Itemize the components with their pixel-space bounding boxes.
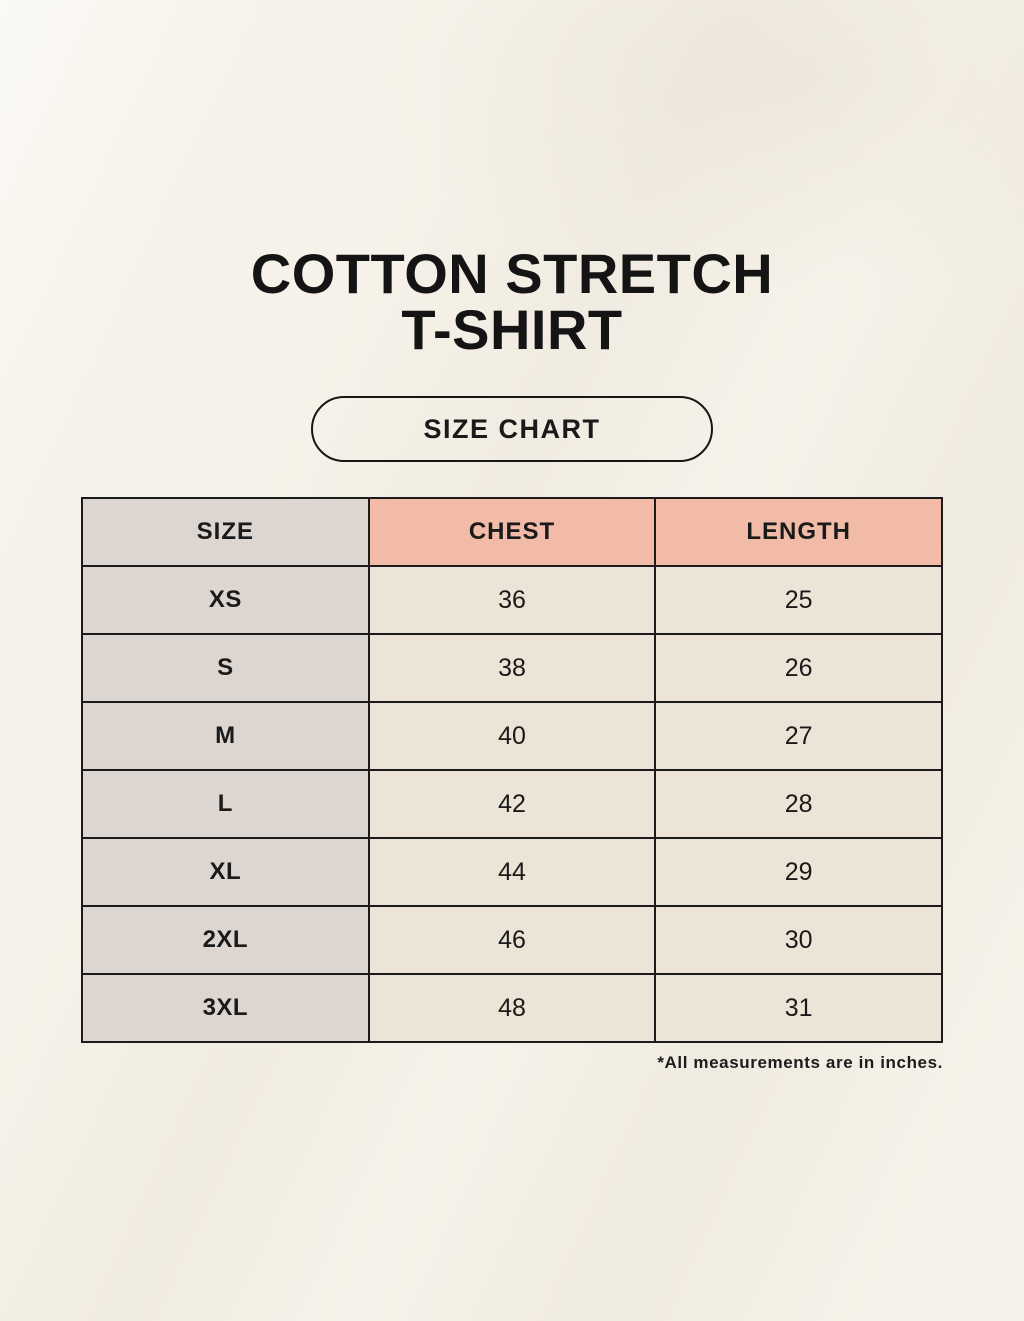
table-row-l: L 42 28 [81, 769, 943, 839]
table-row-xs: XS 36 25 [81, 565, 943, 635]
size-cell: XS [81, 565, 370, 635]
column-header-chest: CHEST [367, 497, 657, 567]
size-cell: S [81, 633, 370, 703]
size-cell: 3XL [81, 973, 370, 1043]
size-chart-badge[interactable]: SIZE CHART [311, 396, 713, 462]
table-row-xl: XL 44 29 [81, 837, 943, 907]
table-row-s: S 38 26 [81, 633, 943, 703]
chest-cell: 42 [367, 769, 657, 839]
length-cell: 28 [654, 769, 943, 839]
chest-cell: 44 [367, 837, 657, 907]
length-cell: 26 [654, 633, 943, 703]
table-row-2xl: 2XL 46 30 [81, 905, 943, 975]
length-cell: 31 [654, 973, 943, 1043]
chest-cell: 40 [367, 701, 657, 771]
length-cell: 30 [654, 905, 943, 975]
chest-cell: 48 [367, 973, 657, 1043]
table-header-row: SIZE CHEST LENGTH [81, 497, 943, 567]
length-cell: 25 [654, 565, 943, 635]
length-cell: 29 [654, 837, 943, 907]
size-cell: 2XL [81, 905, 370, 975]
chest-cell: 46 [367, 905, 657, 975]
column-header-length: LENGTH [654, 497, 943, 567]
chest-cell: 38 [367, 633, 657, 703]
table-row-m: M 40 27 [81, 701, 943, 771]
column-header-size: SIZE [81, 497, 370, 567]
size-chart-badge-label: SIZE CHART [423, 413, 601, 444]
length-cell: 27 [654, 701, 943, 771]
table-row-3xl: 3XL 48 31 [81, 973, 943, 1043]
page-title-line-2: T-SHIRT [401, 298, 623, 361]
page-title: COTTON STRETCH T-SHIRT [0, 0, 1024, 358]
page-title-line-1: COTTON STRETCH [250, 242, 774, 305]
chest-cell: 36 [367, 565, 657, 635]
size-cell: L [81, 769, 370, 839]
measurements-footnote: *All measurements are in inches. [657, 1053, 943, 1072]
size-table: SIZE CHEST LENGTH XS 36 25 S 38 26 M 40 … [81, 497, 943, 1043]
size-cell: XL [81, 837, 370, 907]
size-cell: M [81, 701, 370, 771]
